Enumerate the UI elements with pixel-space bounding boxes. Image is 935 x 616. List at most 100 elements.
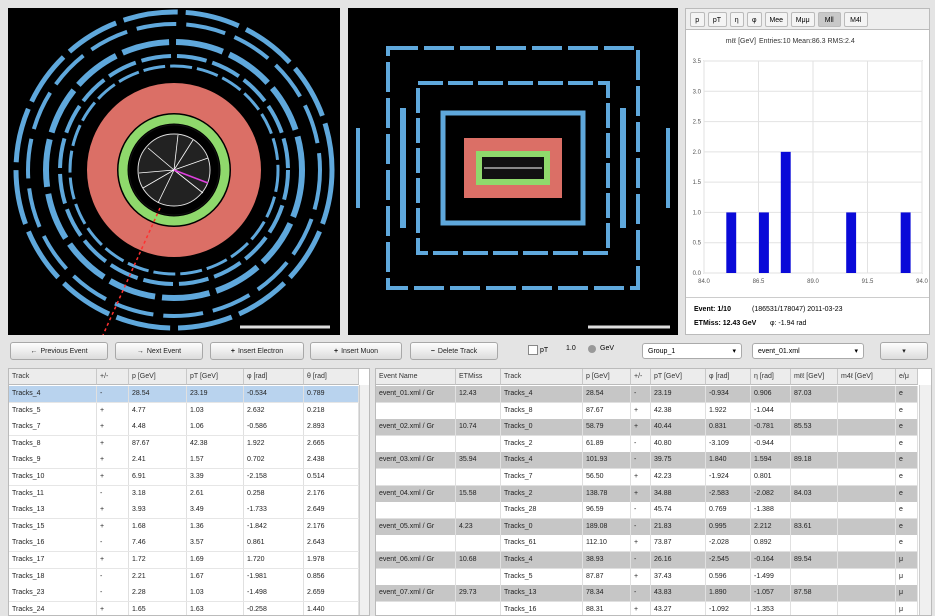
table-cell: 1.69 [187, 552, 244, 568]
table-cell: -1.092 [706, 601, 751, 615]
table-row[interactable]: event_07.xml / Gr 29.73 Tracks_13 78.34-43.… [376, 585, 918, 603]
table-row[interactable]: Tracks_24 +1.65 1.63 -0.258 1.440 [9, 601, 359, 615]
table-cell: 23.19 [651, 386, 706, 402]
table-row[interactable]: event_02.xml / Gr 10.74 Tracks_0 58.79 +40.4… [376, 419, 918, 437]
table-cell: 56.50 [583, 469, 631, 485]
spinner-icon[interactable] [588, 345, 596, 353]
table-row[interactable]: Tracks_8 +87.67 42.38 1.922 2.665 [9, 435, 359, 453]
tab[interactable]: η [729, 12, 744, 27]
table-row[interactable]: Tracks_2 61.89-40.80 -3.109 -0.944 e [376, 435, 918, 453]
table-cell: μ [896, 552, 918, 568]
table-row[interactable]: Tracks_61 112.10 +73.87 -2.028 0.892 e [376, 535, 918, 553]
empty-cell [791, 402, 838, 419]
table-row[interactable]: Tracks_5 87.87 +37.43 0.596 -1.499 μ [376, 568, 918, 586]
table-row[interactable]: Tracks_17 +1.72 1.69 1.720 1.978 [9, 552, 359, 569]
file-select[interactable]: event_01.xml ▾ [752, 343, 864, 359]
pt-filter[interactable]: pT [528, 345, 548, 355]
table-row[interactable]: Tracks_9 +2.41 1.57 0.702 2.438 [9, 452, 359, 470]
table-cell: 39.75 [651, 452, 706, 469]
table-cell: 112.10 [583, 535, 631, 552]
tab[interactable]: Mμμ [791, 12, 815, 27]
x-tick-label: 84.0 [698, 279, 710, 285]
table-cell: 7.46 [129, 535, 187, 552]
table-cell: 28.54 [129, 386, 187, 402]
menu-button[interactable]: ▾ [880, 342, 928, 360]
tab[interactable]: M4l [844, 12, 868, 27]
table-cell: + [97, 552, 129, 568]
toolbar-button[interactable]: → Next Event [115, 342, 203, 360]
tab[interactable]: pT [707, 12, 727, 27]
empty-cell [376, 601, 456, 615]
table-cell: Tracks_16 [9, 535, 97, 552]
column-header: ETMiss [456, 369, 501, 385]
empty-cell [456, 402, 501, 419]
table-cell: 85.53 [791, 419, 838, 436]
empty-cell [838, 502, 896, 519]
muon-ring [13, 9, 335, 331]
empty-cell [838, 568, 896, 585]
empty-cell [376, 435, 456, 452]
table-cell: 21.83 [651, 518, 706, 535]
table-cell: -3.109 [706, 435, 751, 452]
table-row[interactable]: Tracks_18-2.21 1.67 -1.981 0.856 [9, 568, 359, 586]
table-cell: Tracks_8 [9, 435, 97, 452]
muon-ring [26, 22, 322, 318]
table-cell: -2.583 [706, 485, 751, 502]
table-row[interactable]: event_05.xml / Gr 4.23 Tracks_0 189.08-21.8… [376, 518, 918, 536]
tab-bar: p pT η φ Mee Mμμ Mll M4l [686, 9, 929, 30]
table-row[interactable]: Tracks_5 +4.77 1.03 2.632 0.218 [9, 402, 359, 420]
table-row[interactable]: Tracks_16-7.46 3.57 0.861 2.643 [9, 535, 359, 553]
muon-chambers [356, 46, 670, 290]
side-view[interactable] [348, 8, 678, 335]
empty-cell [791, 568, 838, 585]
toolbar-button[interactable]: − Delete Track [410, 342, 498, 360]
toolbar-button[interactable]: + Insert Muon [310, 342, 402, 360]
table-row[interactable]: Tracks_11-3.18 2.61 0.258 2.176 [9, 485, 359, 503]
table-cell: Tracks_2 [501, 485, 583, 502]
toolbar-button[interactable]: + Insert Electron [210, 342, 304, 360]
table-cell: e [896, 469, 918, 485]
table-row[interactable]: Tracks_8 87.67 +42.38 1.922 -1.044 e [376, 402, 918, 420]
transverse-view[interactable] [8, 8, 340, 335]
table-row[interactable]: Tracks_28 96.59-45.74 0.769 -1.388 e [376, 502, 918, 520]
empty-cell [838, 469, 896, 485]
table-cell: 0.995 [706, 518, 751, 535]
table-row[interactable]: event_04.xml / Gr 15.58 Tracks_2 138.78 +34.… [376, 485, 918, 503]
table-row[interactable]: Tracks_7 56.50 +42.23 -1.924 0.801 e [376, 469, 918, 486]
tab[interactable]: φ [747, 12, 762, 27]
table-cell: -2.028 [706, 535, 751, 552]
group-select[interactable]: Group_1 ▾ [642, 343, 742, 359]
table-cell: 89.18 [791, 452, 838, 469]
table-cell: 1.72 [129, 552, 187, 568]
table-row[interactable]: Tracks_13 +3.93 3.49 -1.733 2.649 [9, 502, 359, 520]
column-header: +/- [97, 369, 129, 385]
muon-frame [386, 46, 640, 290]
table-cell: 87.03 [791, 386, 838, 402]
table-cell: e [896, 402, 918, 419]
empty-cell [838, 435, 896, 452]
tab[interactable]: Mee [764, 12, 788, 27]
table-row[interactable]: Tracks_4-28.54 23.19 -0.534 0.789 [9, 386, 359, 403]
table-row[interactable]: event_01.xml / Gr 12.43 Tracks_4 28.54-23.1… [376, 386, 918, 403]
empty-cell [791, 469, 838, 485]
column-header: e/μ [896, 369, 918, 385]
pt-threshold[interactable]: 1.0 [566, 345, 576, 352]
table-cell: + [631, 419, 651, 436]
tab[interactable]: p [690, 12, 705, 27]
table-cell: 2.438 [304, 452, 359, 469]
table-row[interactable]: Tracks_7 +4.48 1.06 -0.586 2.893 [9, 419, 359, 437]
tab[interactable]: Mll [817, 12, 841, 27]
checkbox[interactable] [528, 345, 538, 355]
table-cell: -0.164 [751, 552, 791, 568]
table-cell: 87.58 [791, 585, 838, 602]
table-row[interactable]: Tracks_15 +1.68 1.36 -1.842 2.176 [9, 518, 359, 536]
table-cell: event_05.xml / Gr [376, 518, 456, 535]
table-row[interactable]: Tracks_10 +6.91 3.39 -2.158 0.514 [9, 469, 359, 486]
table-row[interactable]: Tracks_23-2.28 1.03 -1.498 2.659 [9, 585, 359, 603]
toolbar-button[interactable]: ← Previous Event [10, 342, 108, 360]
table-row[interactable]: event_03.xml / Gr 35.94 Tracks_4 101.93-39.… [376, 452, 918, 470]
table-row[interactable]: Tracks_16 88.31 +43.27 -1.092 -1.353 μ [376, 601, 918, 615]
table-row[interactable]: event_06.xml / Gr 10.68 Tracks_4 38.93-26.1… [376, 552, 918, 569]
table-cell: 12.43 [456, 386, 501, 402]
pt-label: pT [540, 346, 549, 354]
